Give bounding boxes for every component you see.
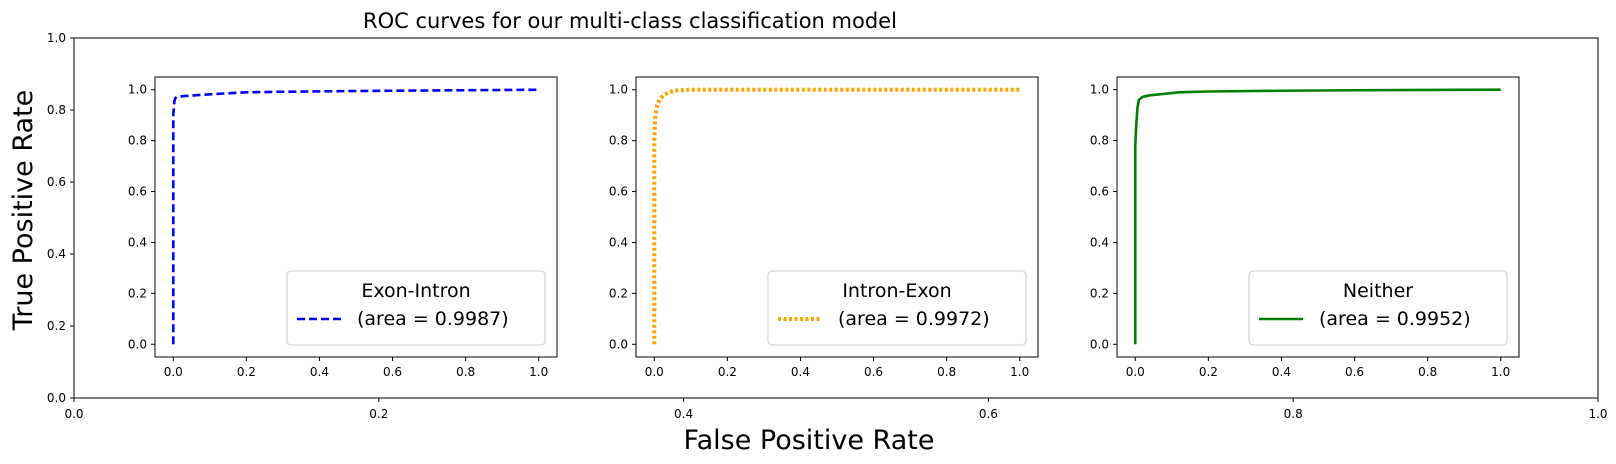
background-axes: 0.0 0.2 0.4 0.6 0.8 1.0 0.0 0.2 0.4 0.6 0.8 1.0 — [47, 31, 1608, 421]
background-x-tick-label: 0.8 — [1284, 407, 1303, 421]
background-y-tick-label: 0.2 — [47, 319, 66, 333]
x-tick-label: 0.4 — [1272, 365, 1291, 379]
y-tick-label: 0.6 — [609, 185, 628, 199]
y-tick-label: 1.0 — [609, 83, 628, 97]
x-tick-label: 0.2 — [1199, 365, 1218, 379]
legend-title: Exon-Intron — [361, 280, 470, 302]
x-axis-label: False Positive Rate — [684, 425, 935, 456]
legend-entry-label: (area = 0.9972) — [838, 308, 990, 330]
y-tick-label: 0.8 — [128, 134, 147, 148]
y-axis-label: True Positive Rate — [8, 90, 39, 332]
y-tick-label: 0.4 — [1090, 235, 1109, 249]
x-tick-label: 0.4 — [791, 365, 810, 379]
y-tick-label: 0.0 — [609, 337, 628, 351]
background-x-tick-label: 0.2 — [369, 407, 388, 421]
background-x-tick-label: 1.0 — [1588, 407, 1607, 421]
legend: Neither (area = 0.9952) — [1248, 270, 1508, 346]
legend-box — [1248, 270, 1508, 346]
legend-entry-label: (area = 0.9987) — [357, 308, 509, 330]
y-tick-label: 0.4 — [609, 235, 628, 249]
y-tick-label: 0.6 — [1090, 185, 1109, 199]
x-tick-label: 0.0 — [1126, 365, 1145, 379]
x-tick-label: 0.0 — [645, 365, 664, 379]
panel-frame — [635, 76, 1039, 358]
roc-panel-3: 0.0 0.2 0.4 0.6 0.8 1.0 0.0 0.2 0.4 0.6 0.8 1.0 Neit… — [1090, 76, 1520, 379]
y-tick-label: 0.0 — [1090, 337, 1109, 351]
x-tick-label: 1.0 — [529, 365, 548, 379]
legend: Intron-Exon (area = 0.9972) — [767, 270, 1027, 346]
y-tick-label: 1.0 — [1090, 83, 1109, 97]
x-tick-label: 0.8 — [937, 365, 956, 379]
y-tick-label: 0.0 — [128, 337, 147, 351]
legend-entry-label: (area = 0.9952) — [1319, 308, 1471, 330]
background-x-tick-label: 0.0 — [64, 407, 83, 421]
legend: Exon-Intron (area = 0.9987) — [286, 270, 546, 346]
x-tick-label: 0.6 — [1345, 365, 1364, 379]
subplot-panels: 0.0 0.2 0.4 0.6 0.8 1.0 0.0 0.2 0.4 0.6 0.8 1.0 Exon… — [128, 76, 1520, 379]
x-tick-label: 0.6 — [864, 365, 883, 379]
background-axes-frame — [73, 37, 1599, 399]
roc-panel-1: 0.0 0.2 0.4 0.6 0.8 1.0 0.0 0.2 0.4 0.6 0.8 1.0 Exon… — [128, 76, 558, 379]
y-tick-label: 0.6 — [128, 185, 147, 199]
y-tick-label: 0.4 — [128, 235, 147, 249]
background-y-tick-label: 0.8 — [47, 103, 66, 117]
legend-title: Intron-Exon — [842, 280, 951, 302]
roc-curve-line — [1133, 88, 1501, 345]
background-y-tick-label: 0.6 — [47, 175, 66, 189]
background-x-tick-label: 0.4 — [674, 407, 693, 421]
x-tick-label: 0.4 — [310, 365, 329, 379]
x-tick-label: 0.2 — [237, 365, 256, 379]
x-tick-label: 0.0 — [164, 365, 183, 379]
y-tick-label: 0.2 — [128, 286, 147, 300]
legend-box — [767, 270, 1027, 346]
roc-panel-2: 0.0 0.2 0.4 0.6 0.8 1.0 0.0 0.2 0.4 0.6 0.8 1.0 Intr… — [609, 76, 1039, 379]
background-y-tick-label: 0.0 — [47, 391, 66, 405]
x-tick-label: 0.8 — [456, 365, 475, 379]
background-x-tick-label: 0.6 — [979, 407, 998, 421]
legend-title: Neither — [1343, 280, 1413, 302]
y-tick-label: 0.8 — [1090, 134, 1109, 148]
y-tick-label: 0.8 — [609, 134, 628, 148]
x-tick-label: 0.2 — [718, 365, 737, 379]
figure-title: ROC curves for our multi-class classific… — [363, 9, 897, 33]
background-y-tick-label: 1.0 — [47, 31, 66, 45]
y-tick-label: 1.0 — [128, 83, 147, 97]
background-y-tick-label: 0.4 — [47, 247, 66, 261]
legend-box — [286, 270, 546, 346]
x-tick-label: 0.6 — [383, 365, 402, 379]
roc-curve-line — [171, 88, 539, 345]
x-tick-label: 1.0 — [1010, 365, 1029, 379]
x-tick-label: 0.8 — [1418, 365, 1437, 379]
panel-frame — [154, 76, 558, 358]
y-tick-label: 0.2 — [1090, 286, 1109, 300]
x-tick-label: 1.0 — [1491, 365, 1510, 379]
panel-frame — [1116, 76, 1520, 358]
y-tick-label: 0.2 — [609, 286, 628, 300]
